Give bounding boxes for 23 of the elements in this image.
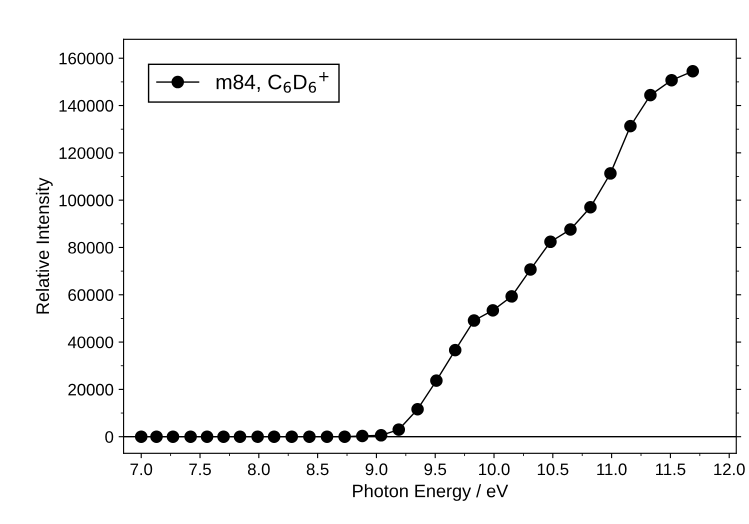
y-tick-label: 0 xyxy=(105,431,114,443)
x-tick-label: 7.0 xyxy=(130,463,152,476)
x-axis-title: Photon Energy / eV xyxy=(353,484,508,501)
x-tick-label: 12.0 xyxy=(714,463,745,476)
x-tick-label: 10.0 xyxy=(479,463,510,476)
x-tick-label: 9.0 xyxy=(366,463,388,476)
x-tick-label: 11.0 xyxy=(597,463,627,476)
y-tick-label: 100000 xyxy=(60,194,114,206)
y-axis-title: Relative Intensity xyxy=(36,178,53,314)
x-tick-label: 8.0 xyxy=(248,463,270,476)
y-tick-label: 120000 xyxy=(60,147,114,160)
x-tick-label: 8.5 xyxy=(306,463,329,476)
y-tick-label: 80000 xyxy=(68,242,114,254)
y-tick-label: 40000 xyxy=(68,336,114,348)
y-tick-label: 140000 xyxy=(60,100,114,112)
x-tick-label: 11.5 xyxy=(656,464,686,476)
x-tick-label: 7.5 xyxy=(189,464,211,476)
y-tick-label: 20000 xyxy=(68,384,114,396)
y-tick-label: 160000 xyxy=(60,52,114,64)
x-tick-label: 10.5 xyxy=(538,463,568,476)
legend-label: m84, C$_{6}$D$_{6}$$^{+}$ xyxy=(216,72,328,93)
y-tick-label: 60000 xyxy=(68,289,114,301)
x-tick-label: 9.5 xyxy=(424,463,446,476)
